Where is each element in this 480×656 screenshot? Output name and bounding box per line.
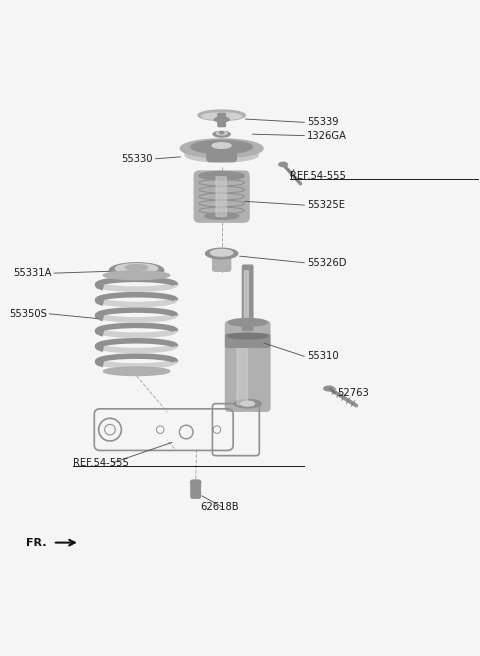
- Text: 55350S: 55350S: [9, 309, 47, 319]
- Ellipse shape: [324, 386, 334, 391]
- FancyBboxPatch shape: [218, 113, 226, 127]
- Ellipse shape: [216, 132, 227, 135]
- Ellipse shape: [180, 139, 263, 158]
- Text: REF.54-555: REF.54-555: [73, 458, 129, 468]
- Ellipse shape: [228, 319, 267, 326]
- Text: 55310: 55310: [307, 352, 338, 361]
- Ellipse shape: [219, 132, 224, 134]
- Text: 62618B: 62618B: [200, 502, 239, 512]
- FancyBboxPatch shape: [226, 321, 270, 411]
- Ellipse shape: [204, 213, 239, 219]
- Text: FR.: FR.: [26, 538, 47, 548]
- Ellipse shape: [109, 263, 164, 278]
- Ellipse shape: [212, 143, 231, 148]
- Ellipse shape: [115, 264, 158, 273]
- Text: 55331A: 55331A: [13, 268, 52, 278]
- Ellipse shape: [241, 401, 254, 406]
- Ellipse shape: [191, 480, 201, 485]
- FancyBboxPatch shape: [213, 251, 231, 272]
- FancyBboxPatch shape: [194, 171, 249, 222]
- Ellipse shape: [103, 367, 170, 375]
- Text: 55326D: 55326D: [307, 258, 346, 268]
- Ellipse shape: [103, 271, 170, 279]
- FancyBboxPatch shape: [226, 334, 270, 348]
- Ellipse shape: [205, 248, 238, 259]
- Ellipse shape: [185, 148, 258, 162]
- Ellipse shape: [125, 264, 148, 270]
- Ellipse shape: [228, 333, 268, 339]
- Ellipse shape: [202, 113, 241, 119]
- Ellipse shape: [198, 110, 245, 121]
- Text: 55339: 55339: [307, 117, 338, 127]
- FancyBboxPatch shape: [216, 176, 227, 216]
- Ellipse shape: [210, 249, 233, 256]
- Ellipse shape: [214, 117, 229, 122]
- FancyBboxPatch shape: [244, 271, 248, 325]
- FancyBboxPatch shape: [242, 265, 253, 331]
- Ellipse shape: [199, 171, 244, 180]
- Text: 55325E: 55325E: [307, 200, 345, 210]
- Ellipse shape: [234, 400, 261, 408]
- Ellipse shape: [213, 131, 230, 137]
- FancyBboxPatch shape: [237, 348, 248, 405]
- Text: 52763: 52763: [337, 388, 369, 398]
- Text: 55330: 55330: [121, 154, 153, 164]
- FancyBboxPatch shape: [207, 142, 236, 161]
- Text: 1326GA: 1326GA: [307, 131, 347, 140]
- Ellipse shape: [191, 140, 252, 154]
- Text: REF.54-555: REF.54-555: [290, 171, 346, 181]
- Ellipse shape: [279, 162, 288, 167]
- FancyBboxPatch shape: [191, 480, 200, 498]
